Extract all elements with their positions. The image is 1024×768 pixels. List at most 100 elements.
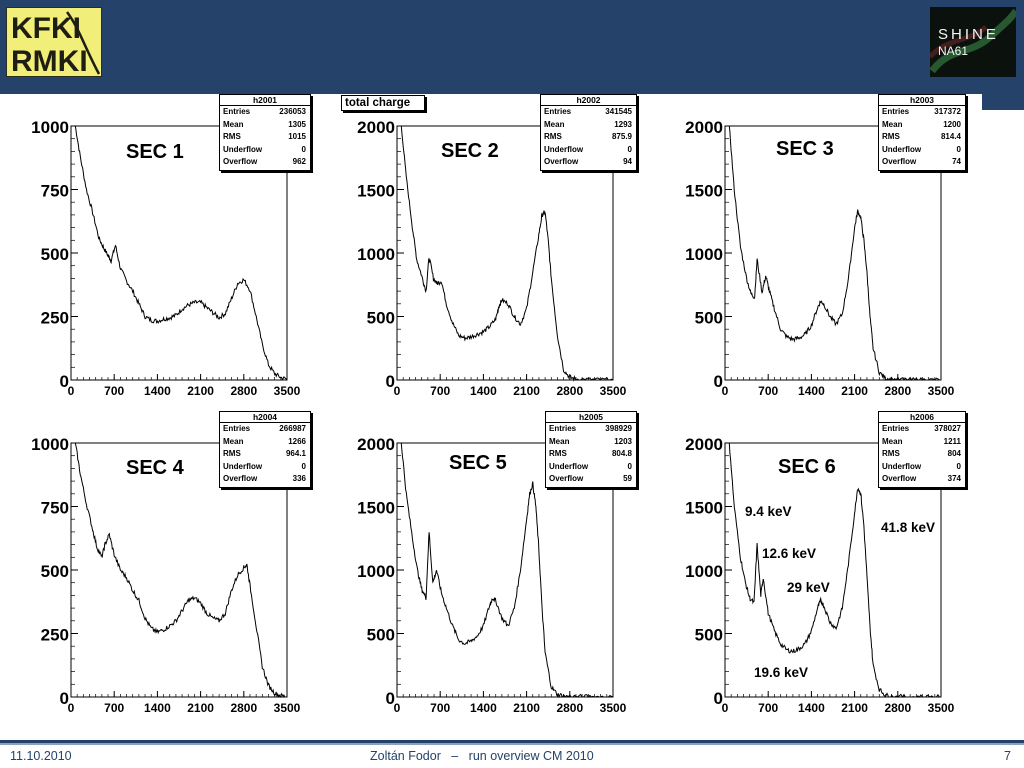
x-tick-label: 2800 [556, 701, 583, 715]
stats-row-underflow: Underflow 0 [882, 461, 961, 471]
stats-row-overflow: Overflow 94 [544, 157, 632, 166]
y-tick-label: 2000 [357, 118, 395, 137]
x-tick-label: 0 [68, 701, 75, 715]
kfki-rmki-logo-icon: KFKI RMKI [6, 7, 102, 77]
y-tick-label: 1000 [685, 245, 723, 264]
stats-row-entries: Entries 398929 [549, 424, 632, 433]
x-tick-label: 0 [722, 384, 729, 398]
stats-box-title: h2005 [546, 412, 636, 423]
stats-row-mean: Mean 1203 [549, 436, 632, 446]
histogram-series [74, 442, 288, 698]
y-tick-label: 1000 [31, 435, 69, 454]
x-tick-label: 1400 [144, 701, 171, 715]
y-tick-label: 0 [386, 372, 395, 391]
x-tick-label: 2800 [884, 701, 911, 715]
stats-box-title: h2003 [879, 95, 965, 106]
stats-box: h2001 Entries 236053 Mean 1305 RMS 1015 Und… [219, 94, 311, 171]
x-tick-label: 1400 [798, 384, 825, 398]
x-tick-label: 2100 [513, 384, 540, 398]
y-tick-label: 1000 [31, 118, 69, 137]
peak-annotation: 29 keV [787, 580, 830, 595]
stats-box: h2006 Entries 378027 Mean 1211 RMS 804 Unde… [878, 411, 966, 488]
panel-title: SEC 5 [449, 452, 507, 474]
y-tick-label: 500 [695, 309, 723, 328]
histogram-panel: 0 700 1400 2100 2800 3500 0 500 1000 1500 2000 SEC … [685, 435, 954, 715]
stats-row-mean: Mean 1200 [882, 119, 961, 129]
panel-title: SEC 2 [441, 140, 499, 162]
histogram-series [728, 125, 941, 382]
stats-row-overflow: Overflow 59 [549, 474, 632, 483]
stats-box: h2002 Entries 341545 Mean 1293 RMS 875.9 Un… [540, 94, 637, 171]
x-tick-label: 2800 [230, 384, 257, 398]
x-tick-label: 1400 [798, 701, 825, 715]
x-tick-label: 2100 [513, 701, 540, 715]
stats-row-underflow: Underflow 0 [544, 144, 632, 154]
x-tick-label: 3500 [600, 701, 627, 715]
x-tick-label: 3500 [274, 384, 301, 398]
y-tick-label: 500 [41, 245, 69, 264]
panel-title: SEC 1 [126, 141, 184, 163]
y-tick-label: 2000 [685, 435, 723, 454]
footer-page-number: 7 [1004, 749, 1011, 763]
y-tick-label: 500 [367, 309, 395, 328]
y-tick-label: 2000 [685, 118, 723, 137]
panel-title: SEC 6 [778, 456, 836, 478]
y-tick-label: 1000 [357, 562, 395, 581]
x-tick-label: 1400 [470, 701, 497, 715]
stats-row-underflow: Underflow 0 [882, 144, 961, 154]
x-tick-label: 0 [722, 701, 729, 715]
stats-row-mean: Mean 1266 [223, 436, 306, 446]
footer-date: 11.10.2010 [10, 749, 72, 763]
stats-row-overflow: Overflow 74 [882, 157, 961, 166]
stats-box-title: h2002 [541, 95, 636, 106]
stats-row-mean: Mean 1305 [223, 119, 306, 129]
y-tick-label: 750 [41, 182, 69, 201]
x-tick-label: 2800 [230, 701, 257, 715]
y-tick-label: 500 [41, 562, 69, 581]
peak-annotation: 19.6 keV [754, 665, 808, 680]
stats-row-underflow: Underflow 0 [549, 461, 632, 471]
x-tick-label: 0 [394, 384, 401, 398]
x-tick-label: 700 [430, 701, 450, 715]
shine-na61-logo-icon: SHINE NA61 [930, 7, 1016, 77]
footer-divider [0, 740, 1024, 743]
stats-row-mean: Mean 1293 [544, 119, 632, 129]
x-tick-label: 700 [758, 701, 778, 715]
y-tick-label: 0 [714, 372, 723, 391]
panel-title: SEC 4 [126, 457, 185, 479]
stats-row-overflow: Overflow 336 [223, 474, 306, 483]
y-tick-label: 0 [714, 689, 723, 708]
x-tick-label: 700 [430, 384, 450, 398]
stats-row-entries: Entries 266987 [223, 424, 306, 433]
stats-row-rms: RMS 804 [882, 449, 961, 458]
stats-row-entries: Entries 317372 [882, 107, 961, 116]
stats-row-mean: Mean 1211 [882, 436, 961, 446]
stats-row-overflow: Overflow 962 [223, 157, 306, 166]
stats-row-entries: Entries 341545 [544, 107, 632, 116]
logo-swoosh-icon [65, 11, 101, 75]
logo-right-line2: NA61 [938, 44, 968, 58]
y-tick-label: 250 [41, 309, 69, 328]
x-tick-label: 0 [394, 701, 401, 715]
x-tick-label: 3500 [600, 384, 627, 398]
y-tick-label: 750 [41, 499, 69, 518]
stats-row-rms: RMS 814.4 [882, 132, 961, 141]
stats-box: h2004 Entries 266987 Mean 1266 RMS 964.1 Un… [219, 411, 311, 488]
y-tick-label: 500 [367, 626, 395, 645]
slide-header: KFKI RMKI SHINE NA61 [0, 0, 1024, 94]
stats-row-rms: RMS 1015 [223, 132, 306, 141]
stats-row-rms: RMS 875.9 [544, 132, 632, 141]
y-tick-label: 1500 [685, 499, 723, 518]
y-tick-label: 1500 [357, 182, 395, 201]
x-tick-label: 3500 [274, 701, 301, 715]
stats-row-entries: Entries 378027 [882, 424, 961, 433]
footer-author-title: Zoltán Fodor – run overview CM 2010 [370, 749, 594, 763]
y-tick-label: 0 [60, 689, 69, 708]
peak-annotation: 12.6 keV [762, 546, 816, 561]
stats-box-title: h2004 [220, 412, 310, 423]
y-tick-label: 2000 [357, 435, 395, 454]
logo-left-line2: RMKI [11, 45, 88, 77]
histogram-series [400, 125, 614, 382]
x-tick-label: 700 [104, 384, 124, 398]
